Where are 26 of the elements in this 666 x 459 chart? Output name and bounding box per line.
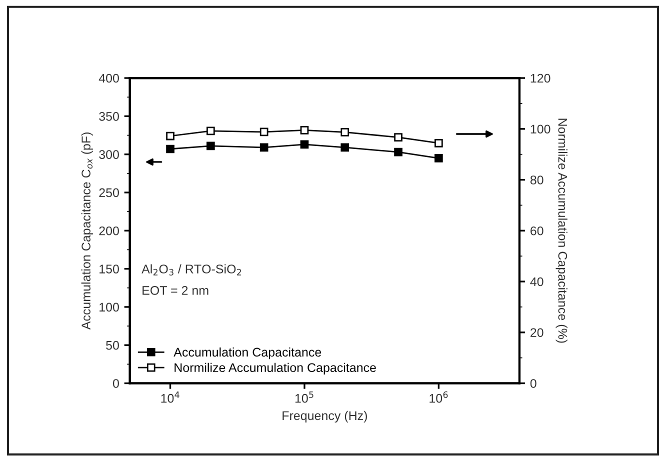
- y-tick-label: 150: [100, 264, 119, 274]
- x-tick-label: 10$^{4}$: [161, 391, 180, 403]
- y-axis-title: Accumulation Capacitance C$_{ox}$ (pF): [81, 132, 93, 330]
- y2-tick-label: 40: [530, 277, 544, 286]
- x-tick-label: 10$^{5}$: [295, 391, 314, 403]
- y2-tick-label: 20: [530, 328, 544, 338]
- y-tick-label: 300: [99, 150, 119, 159]
- y-tick-label: 100: [100, 302, 119, 312]
- y2-tick-label: 100: [530, 124, 550, 134]
- y2-tick-label: 0: [530, 379, 536, 388]
- y2-tick-label: 60: [530, 226, 544, 236]
- x-tick-label: 10$^{6}$: [430, 391, 448, 403]
- x-axis-title: Frequency (Hz): [282, 410, 367, 423]
- y2-tick-label: 120: [530, 74, 550, 83]
- y2-axis-title: Normilize Accumulation Capacitance (%): [556, 118, 568, 343]
- y-tick-label: 200: [99, 226, 119, 236]
- y-tick-label: 0: [112, 379, 119, 388]
- legend-label: Accumulation Capacitance: [174, 347, 322, 360]
- annotation: EOT = 2 nm: [142, 286, 208, 295]
- y2-tick-label: 80: [530, 176, 544, 184]
- y-tick-label: 400: [98, 74, 119, 83]
- legend-label: Normilize Accumulation Capacitance: [174, 362, 376, 375]
- annotation: Al$_{2}$O$_{3}$ / RTO-SiO$_{2}$: [142, 264, 242, 276]
- y-tick-label: 50: [106, 340, 119, 350]
- y-tick-label: 350: [99, 112, 119, 121]
- y-tick-label: 250: [99, 188, 119, 198]
